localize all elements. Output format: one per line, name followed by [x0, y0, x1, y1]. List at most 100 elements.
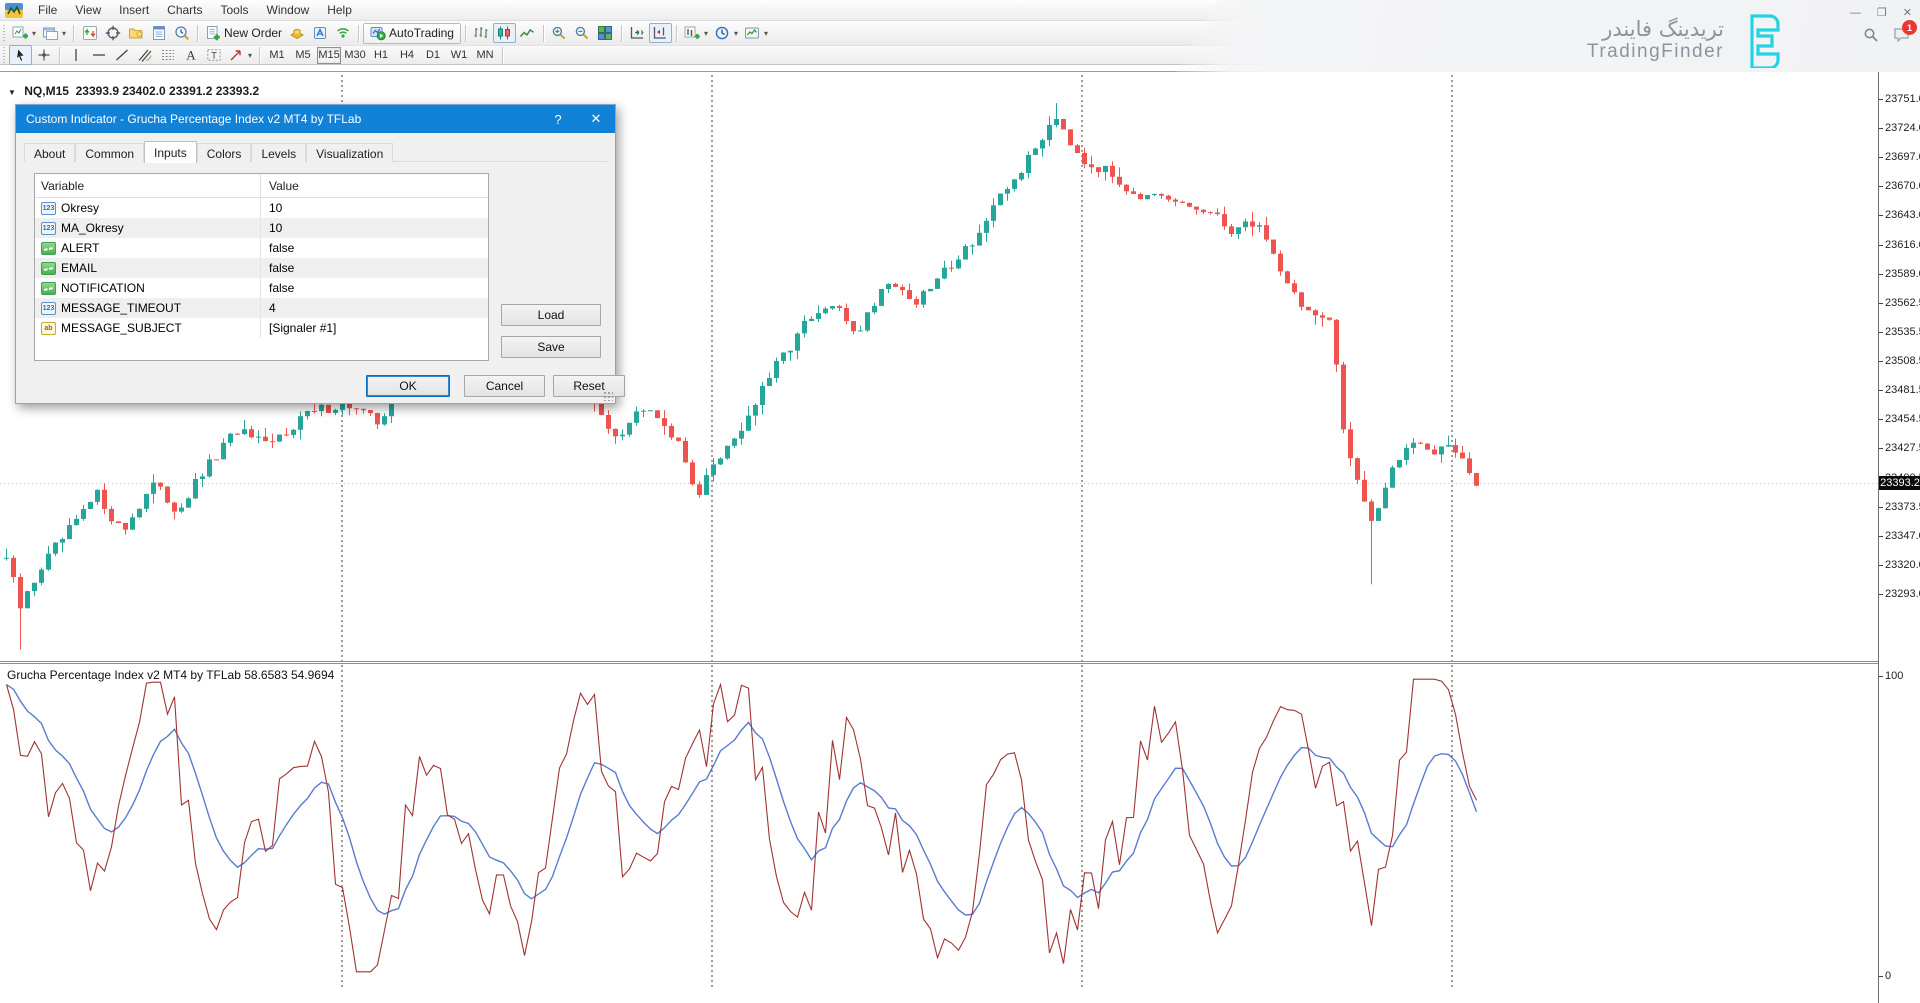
dialog-help-button[interactable]: ?: [539, 105, 577, 133]
dialog-tabs: AboutCommonInputsColorsLevelsVisualizati…: [24, 141, 607, 162]
timeframe-m1[interactable]: M1: [265, 47, 289, 64]
draw-trendline-icon[interactable]: [110, 45, 133, 65]
reset-button[interactable]: Reset: [553, 375, 625, 397]
param-value[interactable]: [Signaler #1]: [260, 318, 488, 338]
dropdown-caret-icon[interactable]: ▾: [62, 29, 66, 38]
tab-colors[interactable]: Colors: [197, 143, 252, 162]
tab-levels[interactable]: Levels: [251, 143, 306, 162]
timeframe-h1[interactable]: H1: [369, 47, 393, 64]
draw-vertical-line-icon[interactable]: [64, 45, 87, 65]
minimize-button[interactable]: —: [1850, 7, 1861, 19]
dropdown-caret-icon[interactable]: ▾: [764, 29, 768, 38]
column-header-variable[interactable]: Variable: [35, 179, 260, 193]
menu-charts[interactable]: Charts: [158, 1, 211, 19]
timeframe-w1[interactable]: W1: [447, 47, 471, 64]
dropdown-caret-icon[interactable]: ▾: [734, 29, 738, 38]
tab-visualization[interactable]: Visualization: [306, 143, 393, 162]
draw-horizontal-line-icon[interactable]: [87, 45, 110, 65]
draw-text-label-icon[interactable]: T: [202, 45, 225, 65]
toolbar-candle-chart-mode-icon[interactable]: [493, 23, 516, 43]
dropdown-caret-icon[interactable]: ▾: [32, 29, 36, 38]
param-row-message_subject[interactable]: abMESSAGE_SUBJECT[Signaler #1]: [35, 318, 488, 338]
param-value[interactable]: 10: [260, 218, 488, 238]
notifications-icon[interactable]: 1: [1893, 27, 1910, 43]
timeframe-h4[interactable]: H4: [395, 47, 419, 64]
tab-common[interactable]: Common: [75, 143, 144, 162]
timeframe-m30[interactable]: M30: [343, 47, 367, 64]
toolbar-market-watch-icon[interactable]: [78, 23, 101, 43]
toolbar-navigator-icon[interactable]: [101, 23, 124, 43]
column-header-value[interactable]: Value: [260, 174, 488, 197]
toolbar-new-order-button[interactable]: New Order: [202, 23, 285, 43]
param-value[interactable]: false: [260, 238, 488, 258]
save-button[interactable]: Save: [501, 336, 601, 358]
toolbar-strategy-tester-icon[interactable]: [170, 23, 193, 43]
param-name: Okresy: [61, 201, 99, 215]
toolbar-signals-icon[interactable]: [331, 23, 354, 43]
draw-crosshair-icon[interactable]: [32, 45, 55, 65]
toolbar-zoom-in-icon[interactable]: [548, 23, 571, 43]
timeframe-m15[interactable]: M15: [317, 47, 341, 64]
dialog-resize-grip[interactable]: [603, 391, 613, 401]
param-row-alert[interactable]: ALERTfalse: [35, 238, 488, 258]
restore-button[interactable]: ❐: [1877, 6, 1887, 19]
timeframe-d1[interactable]: D1: [421, 47, 445, 64]
toolbar-grip[interactable]: [2, 47, 7, 63]
menu-window[interactable]: Window: [258, 1, 319, 19]
toolbar-metaeditor-icon[interactable]: [308, 23, 331, 43]
toolbar-tile-windows-icon[interactable]: [594, 23, 617, 43]
menu-tools[interactable]: Tools: [212, 1, 258, 19]
timeframe-mn[interactable]: MN: [473, 47, 497, 64]
toolbar-line-chart-mode-icon[interactable]: [516, 23, 539, 43]
toolbar-indicators-list-icon[interactable]: ▾: [681, 23, 711, 43]
tab-inputs[interactable]: Inputs: [144, 141, 197, 163]
dropdown-caret-icon[interactable]: ▾: [704, 29, 708, 38]
param-value[interactable]: 4: [260, 298, 488, 318]
toolbar-favorites-icon[interactable]: [124, 23, 147, 43]
ok-button[interactable]: OK: [366, 375, 450, 397]
timeframe-m5[interactable]: M5: [291, 47, 315, 64]
draw-text-icon[interactable]: A: [179, 45, 202, 65]
draw-equidistant-channel-icon[interactable]: [133, 45, 156, 65]
param-row-message_timeout[interactable]: 123MESSAGE_TIMEOUT4: [35, 298, 488, 318]
param-row-notification[interactable]: NOTIFICATIONfalse: [35, 278, 488, 298]
menu-file[interactable]: File: [29, 1, 66, 19]
load-button[interactable]: Load: [501, 304, 601, 326]
toolbar-expert-advisors-icon[interactable]: [285, 23, 308, 43]
toolbar-grip[interactable]: [2, 25, 7, 41]
toolbar-profiles-icon[interactable]: ▾: [39, 23, 69, 43]
price-axis[interactable]: 23751.023724.023697.023670.023643.023616…: [1878, 72, 1920, 1003]
param-value[interactable]: false: [260, 278, 488, 298]
panel-divider[interactable]: [0, 661, 1878, 664]
one-click-arrow-icon[interactable]: ▼: [8, 88, 16, 97]
toolbar-chart-shift-icon[interactable]: [626, 23, 649, 43]
price-tick-label: 23320.0: [1885, 559, 1920, 571]
search-icon[interactable]: [1863, 27, 1879, 43]
menu-insert[interactable]: Insert: [110, 1, 158, 19]
toolbar-terminal-icon[interactable]: [147, 23, 170, 43]
menu-view[interactable]: View: [66, 1, 110, 19]
indicator-parameters-table[interactable]: Variable Value 123Okresy10123MA_Okresy10…: [34, 173, 489, 361]
dropdown-caret-icon[interactable]: ▾: [248, 51, 252, 60]
toolbar-periods-icon[interactable]: ▾: [711, 23, 741, 43]
param-row-email[interactable]: EMAILfalse: [35, 258, 488, 278]
toolbar-bar-chart-mode-icon[interactable]: [470, 23, 493, 43]
param-row-ma_okresy[interactable]: 123MA_Okresy10: [35, 218, 488, 238]
menu-help[interactable]: Help: [318, 1, 361, 19]
cancel-button[interactable]: Cancel: [464, 375, 545, 397]
toolbar-zoom-out-icon[interactable]: [571, 23, 594, 43]
close-button[interactable]: ✕: [1903, 6, 1912, 19]
param-value[interactable]: false: [260, 258, 488, 278]
toolbar-new-chart-icon[interactable]: ▾: [9, 23, 39, 43]
toolbar-auto-scroll-icon[interactable]: [649, 23, 672, 43]
dialog-titlebar[interactable]: Custom Indicator - Grucha Percentage Ind…: [16, 105, 615, 133]
param-value[interactable]: 10: [260, 198, 488, 218]
dialog-close-button[interactable]: ✕: [577, 105, 615, 133]
toolbar-autotrading-button[interactable]: AutoTrading: [363, 23, 461, 44]
draw-arrows-icon[interactable]: ▾: [225, 45, 255, 65]
tab-about[interactable]: About: [24, 143, 75, 162]
draw-cycle-lines-icon[interactable]: [156, 45, 179, 65]
draw-cursor-icon[interactable]: [9, 45, 32, 65]
param-row-okresy[interactable]: 123Okresy10: [35, 198, 488, 218]
toolbar-templates-icon[interactable]: ▾: [741, 23, 771, 43]
